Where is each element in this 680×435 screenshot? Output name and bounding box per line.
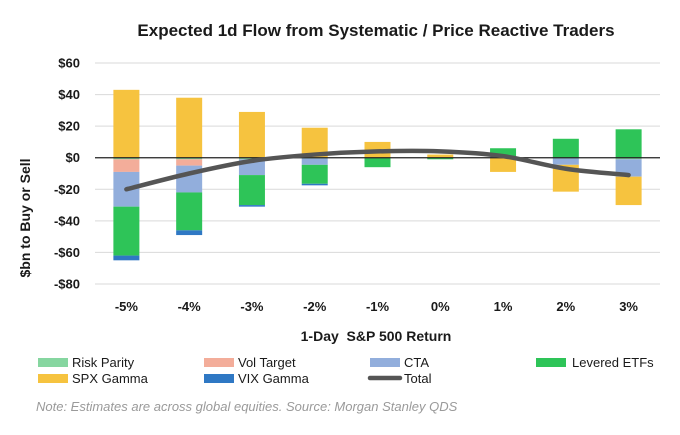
bar-segment-spx-gamma [113, 89, 140, 158]
bar-segment-vol-target [176, 159, 203, 166]
y-tick-label: -$80 [54, 277, 80, 292]
bar-segment-levered-etfs [427, 157, 454, 160]
bar-segment-levered-etfs [176, 192, 203, 231]
x-tick-label: -4% [178, 299, 202, 314]
bar-segment-vol-target [113, 159, 140, 172]
legend-swatch-spx-gamma [38, 374, 68, 383]
legend-label-levered-etfs: Levered ETFs [572, 355, 654, 370]
legend-label-total: Total [404, 371, 432, 386]
x-tick-label: 1% [494, 299, 513, 314]
legend-item-vol-target: Vol Target [204, 355, 296, 370]
chart-title: Expected 1d Flow from Systematic / Price… [137, 21, 614, 40]
bar-segment-levered-etfs [364, 157, 391, 168]
legend-label-cta: CTA [404, 355, 429, 370]
bar-segment-levered-etfs [113, 206, 140, 256]
bar-segment-spx-gamma [238, 111, 265, 158]
legend-swatch-vol-target [204, 358, 234, 367]
bar-segment-levered-etfs [238, 175, 265, 206]
legend-label-spx-gamma: SPX Gamma [72, 371, 149, 386]
y-tick-label: $0 [66, 150, 80, 165]
y-tick-label: $20 [58, 119, 80, 134]
y-tick-label: -$40 [54, 213, 80, 228]
bar-segment-levered-etfs [552, 138, 579, 158]
legend-swatch-vix-gamma [204, 374, 234, 383]
bar-segment-spx-gamma [427, 154, 454, 158]
legend-item-risk-parity: Risk Parity [38, 355, 135, 370]
x-tick-label: -2% [303, 299, 327, 314]
bar-segment-spx-gamma [176, 97, 203, 158]
bar-segment-risk-parity [615, 157, 642, 160]
bar-segment-spx-gamma [615, 176, 642, 206]
bar-segment-risk-parity [238, 157, 265, 160]
bar-segment-levered-etfs [615, 129, 642, 158]
bar-segment-vix-gamma [301, 183, 328, 186]
x-tick-labels: -5% -4% -3% -2% -1% 0% 1% 2% 3% [115, 299, 639, 314]
legend-item-total: Total [367, 371, 432, 386]
bar-segment-spx-gamma [490, 157, 517, 172]
total-line-layer [124, 148, 631, 192]
x-tick-label: 0% [431, 299, 450, 314]
x-tick-label: 2% [556, 299, 575, 314]
bar-segment-risk-parity [113, 157, 140, 160]
total-line [124, 148, 631, 192]
legend-swatch-levered-etfs [536, 358, 566, 367]
bar-segment-cta [552, 158, 579, 165]
x-tick-label: -5% [115, 299, 139, 314]
bar-segment-cta [301, 158, 328, 165]
bar-segment-risk-parity [176, 157, 203, 160]
legend-item-vix-gamma: VIX Gamma [204, 371, 310, 386]
bar-segment-levered-etfs [301, 164, 328, 184]
x-tick-label: -1% [366, 299, 390, 314]
bar-segment-vix-gamma [176, 230, 203, 236]
x-tick-label: -3% [240, 299, 264, 314]
legend-item-spx-gamma: SPX Gamma [38, 371, 149, 386]
legend-label-vix-gamma: VIX Gamma [238, 371, 310, 386]
legend-swatch-risk-parity [38, 358, 68, 367]
y-axis-label: $bn to Buy or Sell [17, 158, 33, 277]
bar-segment-vix-gamma [238, 205, 265, 207]
y-tick-labels: $60 $40 $20 $0 -$20 -$40 -$60 -$80 [54, 56, 80, 292]
legend-item-levered-etfs: Levered ETFs [536, 355, 654, 370]
y-tick-label: $60 [58, 56, 80, 71]
bar-segment-levered-etfs [490, 148, 517, 157]
source-note: Note: Estimates are across global equiti… [36, 399, 458, 414]
y-tick-label: -$20 [54, 182, 80, 197]
legend-label-risk-parity: Risk Parity [72, 355, 135, 370]
y-tick-label: -$60 [54, 245, 80, 260]
legend-swatch-cta [370, 358, 400, 367]
legend-label-vol-target: Vol Target [238, 355, 296, 370]
bars [113, 89, 642, 261]
x-axis-label: 1-Day S&P 500 Return [301, 328, 452, 344]
legend: Risk Parity Vol Target CTA Levered ETFs … [38, 355, 654, 386]
legend-item-cta: CTA [370, 355, 429, 370]
bar-segment-vix-gamma [113, 255, 140, 261]
y-tick-label: $40 [58, 87, 80, 102]
x-tick-label: 3% [619, 299, 638, 314]
